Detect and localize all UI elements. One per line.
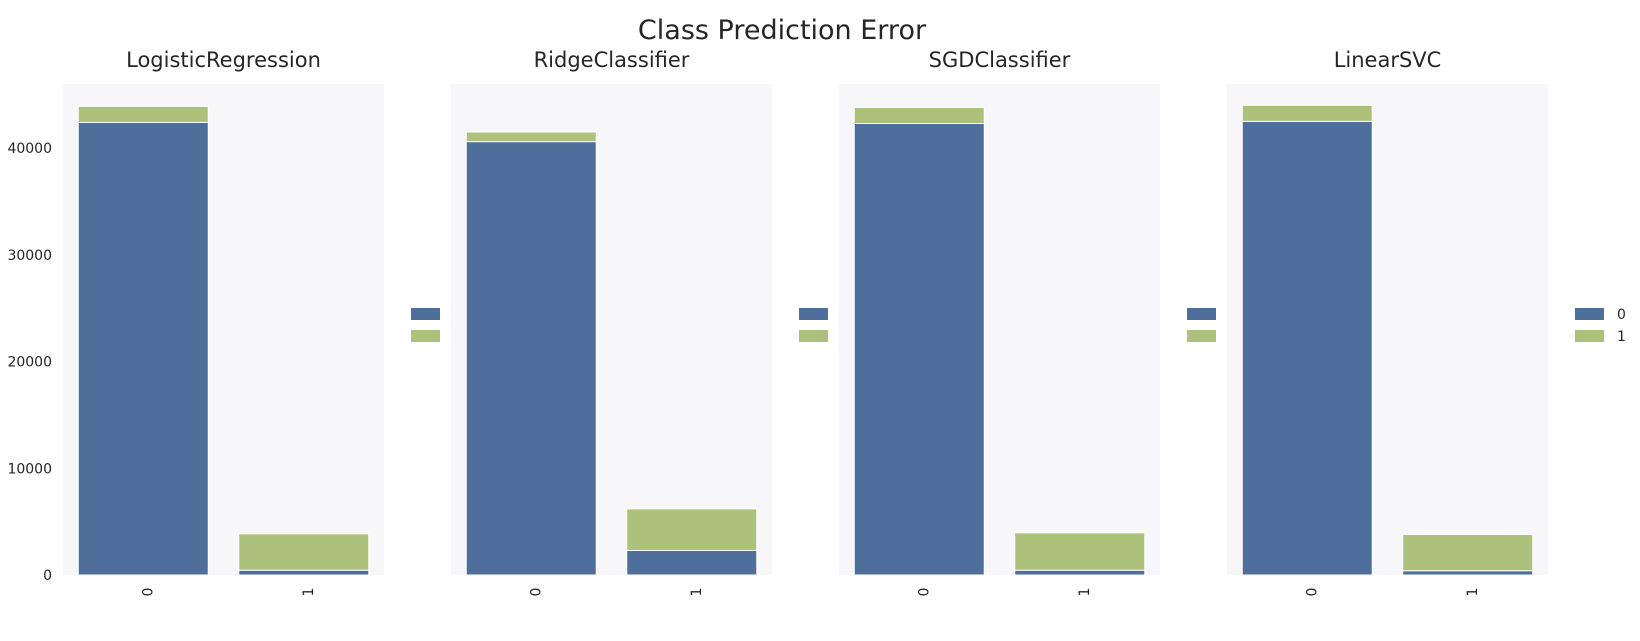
bar-1-class-0 <box>626 549 758 576</box>
legend-swatch-class-0 <box>799 308 828 320</box>
legend-swatch-class-1 <box>1575 330 1604 342</box>
legend-swatch-class-1 <box>411 330 440 342</box>
legend-swatch-class-1 <box>799 330 828 342</box>
bar-0-class-0 <box>465 141 597 576</box>
x-tick-label: 1 <box>301 588 317 597</box>
legend-swatch-class-0 <box>1187 308 1216 320</box>
bar-1-class-0 <box>1402 570 1534 576</box>
subplot-2: SGDClassifier 0 1 <box>839 48 1216 596</box>
bar-0-class-1 <box>853 106 985 124</box>
subplot-3: LinearSVC 0 1 0 1 <box>1227 48 1626 596</box>
x-tick-label: 1 <box>689 588 705 597</box>
bar-1-class-0 <box>238 569 370 576</box>
subplot-title: LinearSVC <box>1334 48 1442 72</box>
legend-swatch-class-0 <box>411 308 440 320</box>
bar-1-class-1 <box>1014 532 1146 571</box>
bar-0-class-0 <box>853 122 985 576</box>
x-tick-label: 0 <box>1304 588 1320 597</box>
y-tick-label: 10000 <box>7 461 52 477</box>
legend-label: 0 <box>1617 307 1626 323</box>
bar-1-class-0 <box>1014 569 1146 576</box>
y-tick-label: 40000 <box>7 141 52 157</box>
x-tick-label: 1 <box>1465 588 1481 597</box>
bar-0-class-0 <box>1241 120 1373 576</box>
bar-1-class-1 <box>1402 533 1534 572</box>
subplot-0: LogisticRegression 0 1 0 10000 20000 30000 4000… <box>7 48 440 596</box>
bar-0-class-1 <box>1241 104 1373 122</box>
y-tick-label: 30000 <box>7 248 52 264</box>
legend-swatch-class-1 <box>1187 330 1216 342</box>
x-tick-label: 0 <box>140 588 156 597</box>
x-tick-label: 0 <box>528 588 544 597</box>
y-tick-label: 0 <box>43 568 52 584</box>
bar-1-class-1 <box>238 533 370 571</box>
subplot-title: LogisticRegression <box>126 48 321 72</box>
x-tick-label: 1 <box>1077 588 1093 597</box>
bar-0-class-0 <box>77 121 209 576</box>
subplot-title: RidgeClassifier <box>534 48 690 72</box>
bar-1-class-1 <box>626 508 758 551</box>
x-tick-label: 0 <box>916 588 932 597</box>
subplot-1: RidgeClassifier 0 1 <box>451 48 828 596</box>
subplot-title: SGDClassifier <box>929 48 1071 72</box>
y-tick-label: 20000 <box>7 355 52 371</box>
bar-0-class-1 <box>77 105 209 123</box>
bar-0-class-1 <box>465 131 597 143</box>
legend-label: 1 <box>1617 329 1626 345</box>
figure-title: Class Prediction Error <box>638 15 927 46</box>
legend-swatch-class-0 <box>1575 308 1604 320</box>
